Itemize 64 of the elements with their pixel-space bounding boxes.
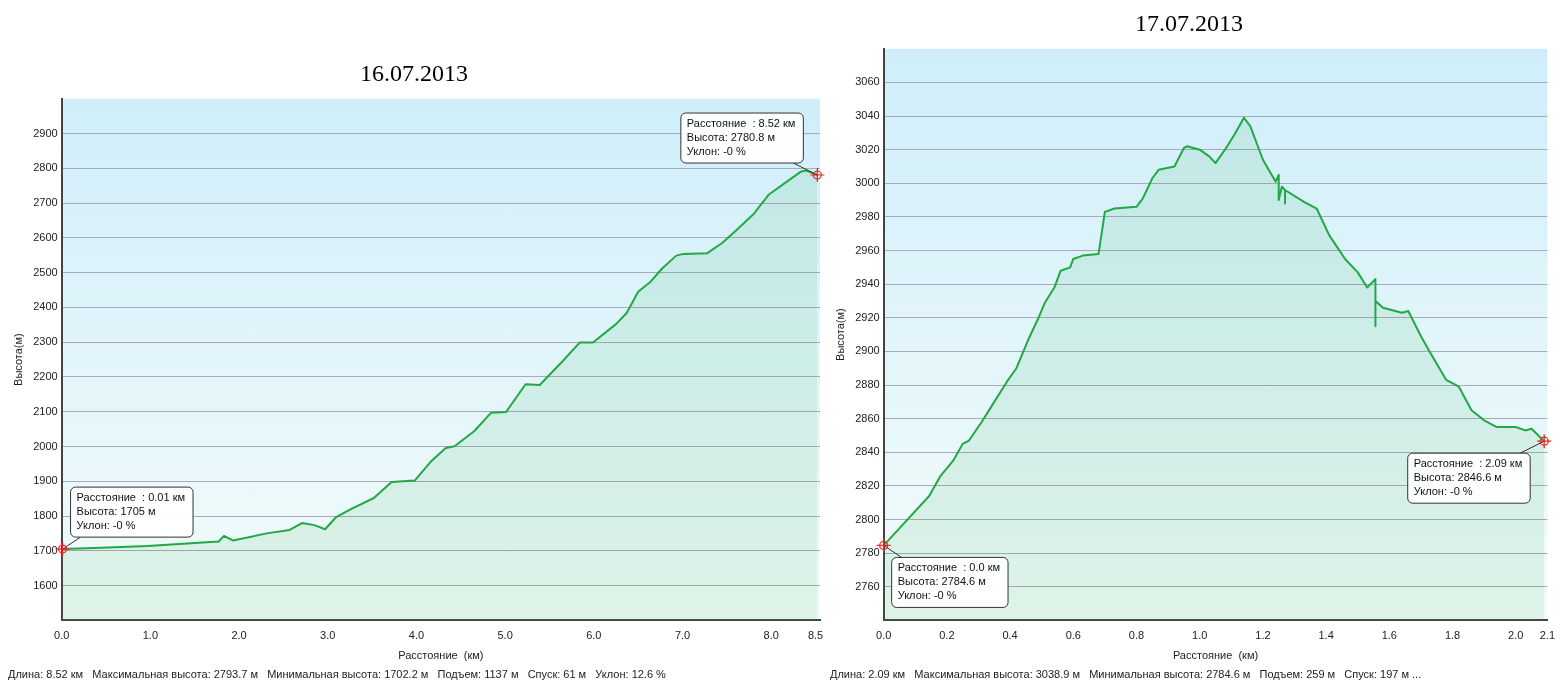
y-tick-label: 3040 [855, 109, 880, 122]
x-tick-label: 5.0 [497, 629, 513, 642]
y-axis-title: Высота(м) [11, 333, 24, 386]
y-tick-label: 1700 [33, 543, 58, 556]
chart-title: 17.07.2013 [1135, 9, 1243, 36]
x-axis-title: Расстояние (км) [398, 649, 484, 662]
y-tick-label: 2800 [855, 512, 880, 525]
x-axis-title: Расстояние (км) [1172, 649, 1259, 662]
x-tick-label: 0.6 [1065, 629, 1081, 642]
y-tick-label: 3060 [855, 75, 880, 88]
y-tick-label: 2860 [855, 411, 880, 424]
y-tick-label: 2840 [855, 445, 880, 458]
y-tick-label: 2760 [855, 579, 880, 592]
x-tick-label: 8.5 [807, 629, 824, 642]
x-tick-label: 1.2 [1255, 629, 1271, 642]
y-tick-label: 1800 [33, 509, 58, 522]
y-tick-label: 2100 [33, 404, 58, 417]
y-tick-label: 3000 [855, 176, 880, 189]
x-tick-label: 1.0 [1192, 629, 1208, 642]
x-tick-label: 0.0 [876, 629, 892, 642]
x-tick-label: 7.0 [674, 629, 691, 642]
x-tick-label: 2.0 [231, 629, 247, 642]
y-axis-title: Высота(м) [833, 308, 846, 361]
y-tick-label: 2900 [33, 126, 58, 139]
x-tick-label: 1.4 [1318, 629, 1334, 642]
y-tick-label: 2980 [855, 209, 880, 222]
y-tick-label: 2800 [33, 161, 58, 174]
y-tick-label: 2000 [33, 439, 58, 452]
y-tick-label: 1600 [33, 578, 58, 591]
y-tick-label: 3020 [855, 142, 880, 155]
annotation: Расстояние : 0.0 км Высота: 2784.6 м Уклон: -0 % [897, 560, 1001, 601]
x-tick-label: 2.0 [1508, 629, 1524, 642]
y-tick-label: 2500 [33, 265, 58, 278]
x-tick-label: 1.8 [1444, 629, 1461, 642]
text: Длина: 2.09 км Максимальная высота: 3038.9 м Минимальная высота: 2784.6 м Подъем: 259 м Спуск: 197 м ... [830, 668, 1422, 681]
x-tick-label: 0.4 [1002, 629, 1018, 642]
x-tick-label: 4.0 [408, 629, 425, 642]
x-tick-label: 6.0 [586, 629, 602, 642]
y-tick-label: 2780 [855, 546, 880, 559]
y-tick-label: 2200 [33, 370, 58, 383]
x-tick-label: 1.0 [142, 629, 159, 642]
y-tick-label: 2300 [33, 335, 58, 348]
y-tick-label: 2600 [33, 230, 58, 243]
y-tick-label: 2400 [33, 300, 58, 313]
annotation: Расстояние : 2.09 км Высота: 2846.6 м Уклон: -0 % [1413, 456, 1523, 497]
y-tick-label: 2880 [855, 378, 880, 391]
x-tick-label: 0.2 [939, 629, 955, 642]
text: Длина: 8.52 км Максимальная высота: 2793.7 м Минимальная высота: 1702.2 м Подъем: 1137 м Спуск: 61 м Уклон: 12.6 % [8, 668, 667, 681]
chart-title: 16.07.2013 [360, 59, 468, 86]
y-tick-label: 2700 [33, 196, 58, 209]
y-tick-label: 2900 [855, 344, 880, 357]
annotation: Расстояние : 0.01 км Высота: 1705 м Уклон: -0 % [76, 490, 186, 531]
y-tick-label: 2920 [855, 310, 880, 323]
x-tick-label: 1.6 [1381, 629, 1397, 642]
x-tick-label: 0.0 [54, 629, 70, 642]
y-tick-label: 1900 [33, 474, 58, 487]
x-tick-label: 0.8 [1128, 629, 1145, 642]
x-tick-label: 8.0 [763, 629, 779, 642]
y-tick-label: 2940 [855, 277, 880, 290]
x-tick-label: 3.0 [320, 629, 336, 642]
x-tick-label: 2.1 [1539, 629, 1555, 642]
y-tick-label: 2820 [855, 478, 880, 491]
y-tick-label: 2960 [855, 243, 880, 256]
annotation: Расстояние : 8.52 км Высота: 2780.8 м Уклон: -0 % [686, 116, 796, 157]
